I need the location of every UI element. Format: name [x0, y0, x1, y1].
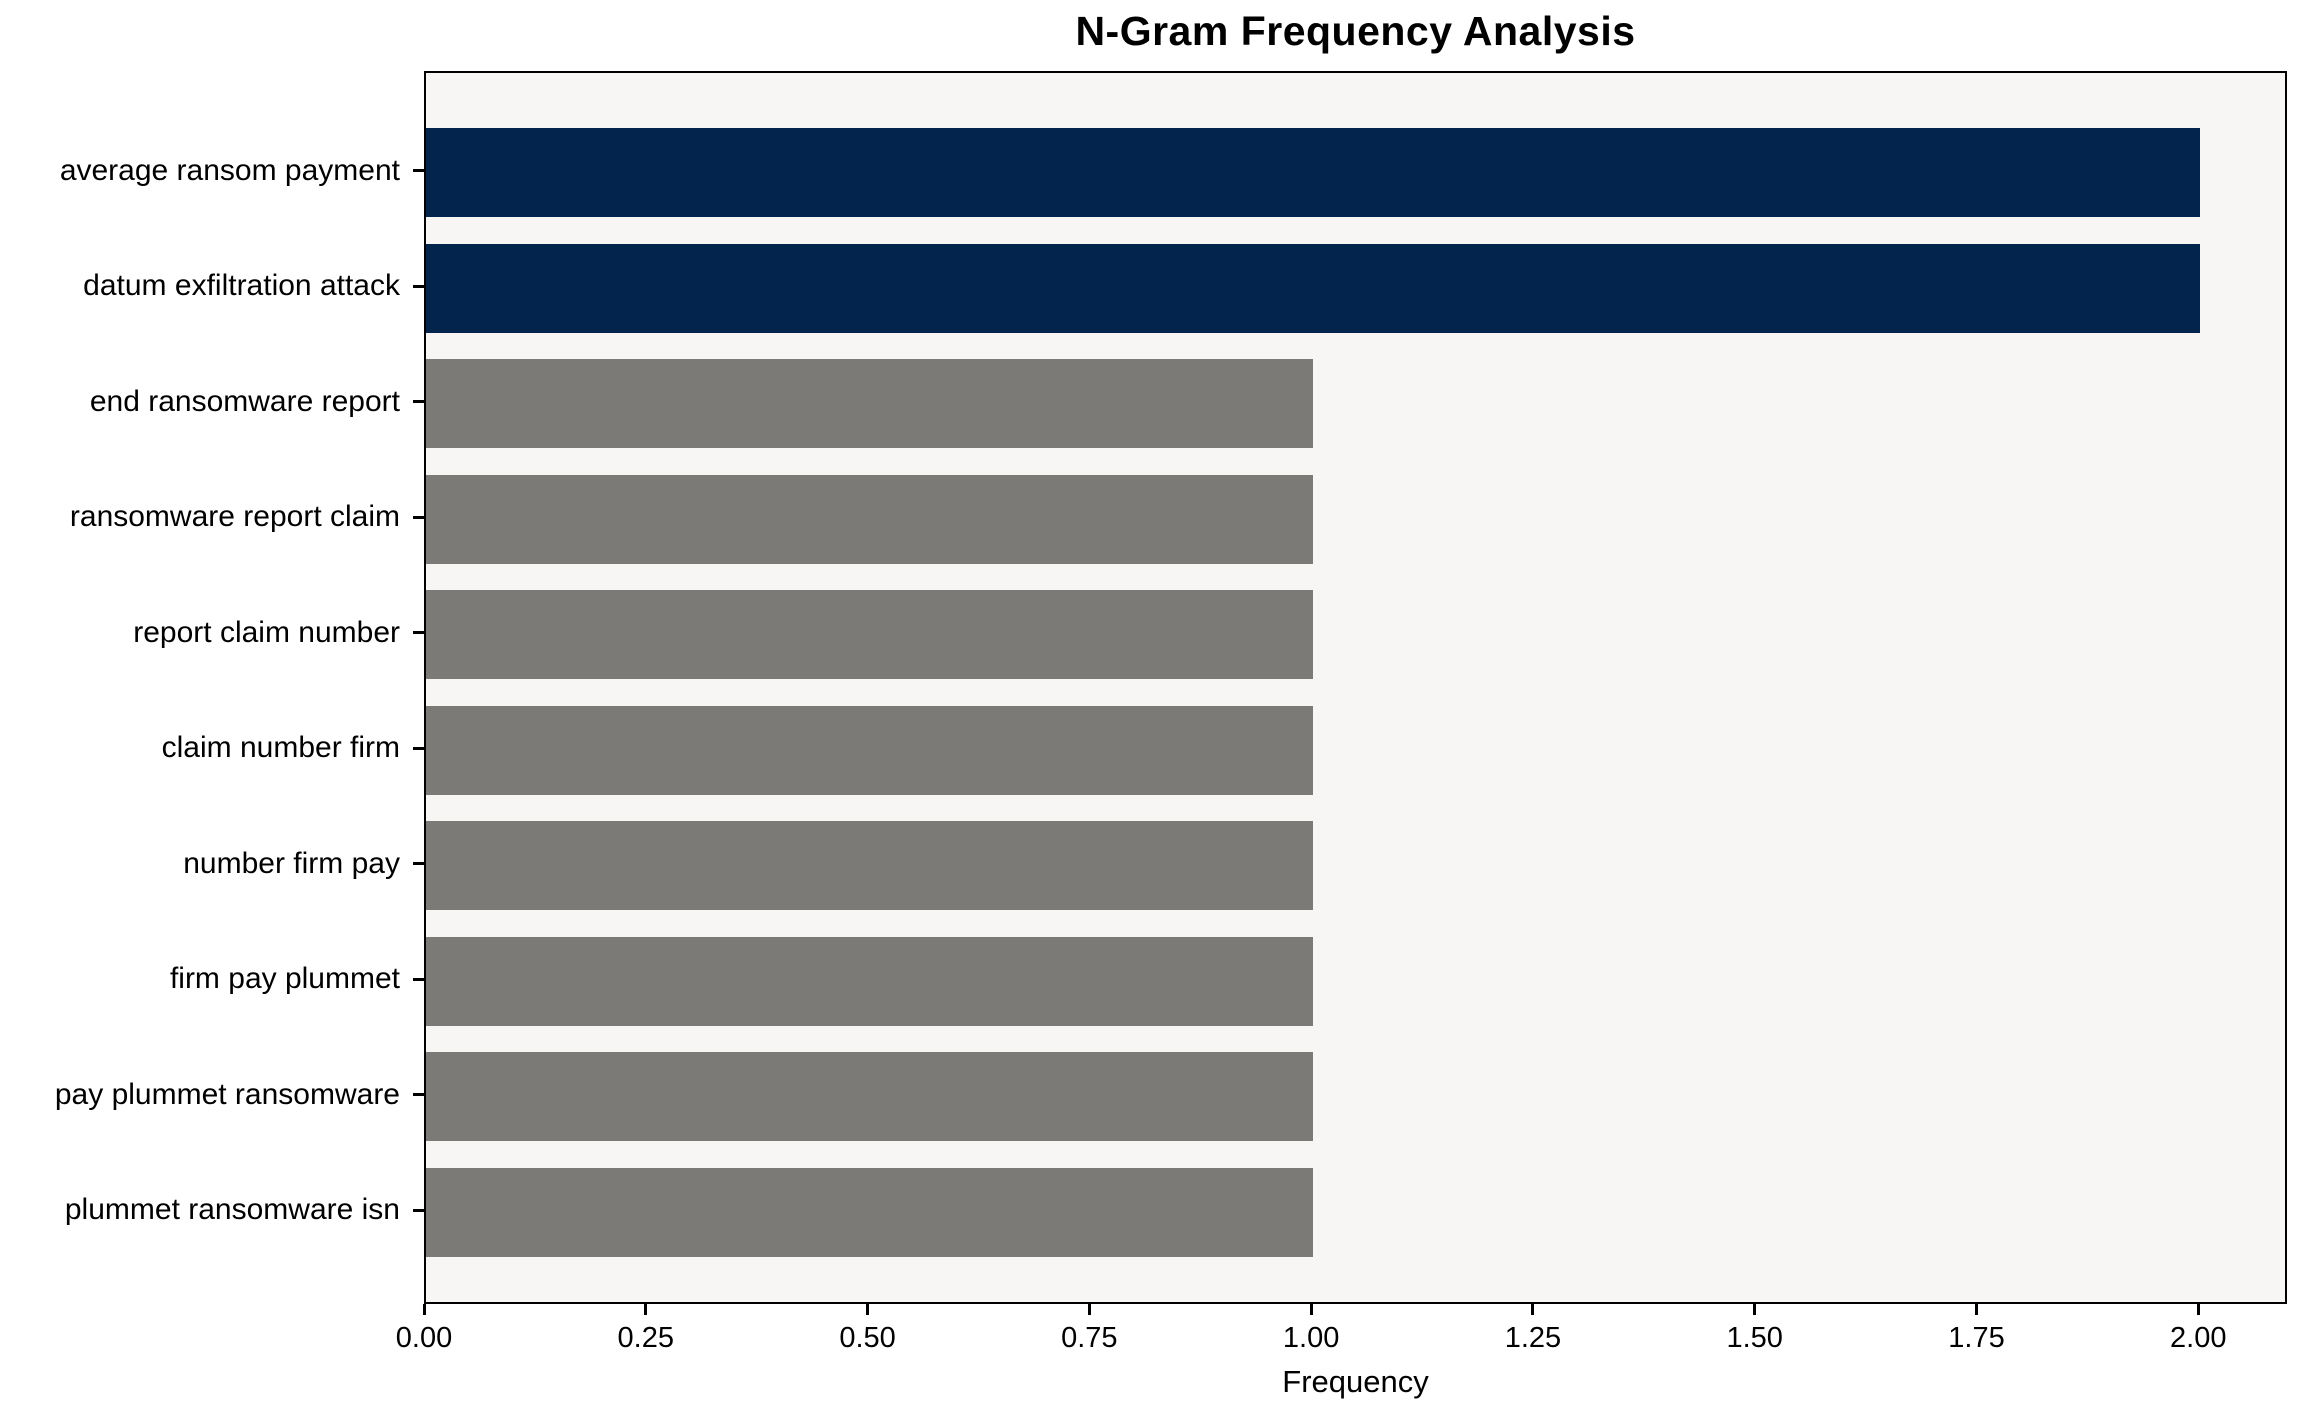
x-tick-mark-3: [1087, 1304, 1091, 1315]
chart-title: N-Gram Frequency Analysis: [1075, 8, 1636, 54]
y-tick-mark-3: [413, 515, 424, 519]
x-tick-label-3: 0.75: [1061, 1322, 1118, 1354]
y-tick-label-3: ransomware report claim: [69, 500, 400, 533]
bar-2: [426, 359, 1314, 448]
x-tick-mark-5: [1531, 1304, 1535, 1315]
y-tick-label-2: end ransomware report: [89, 384, 400, 418]
x-tick-label-2: 0.50: [839, 1322, 896, 1354]
y-tick-mark-4: [413, 631, 424, 634]
x-tick-label-1: 0.25: [617, 1322, 674, 1354]
x-tick-label-0: 0.00: [395, 1322, 453, 1354]
x-tick-label-6: 1.50: [1726, 1322, 1783, 1354]
bar-8: [426, 1052, 1314, 1141]
y-tick-label-9: plummet ransomware isn: [64, 1193, 400, 1226]
y-tick-label-6: number firm pay: [183, 846, 400, 880]
x-tick-label-8: 2.00: [2170, 1322, 2227, 1354]
y-tick-mark-7: [413, 977, 424, 981]
y-tick-label-8: pay plummet ransomware: [54, 1077, 400, 1111]
x-tick-mark-6: [1753, 1304, 1757, 1315]
y-tick-mark-0: [413, 169, 424, 172]
bar-1: [426, 243, 2201, 333]
y-tick-label-7: firm pay plummet: [169, 962, 400, 995]
bar-4: [426, 590, 1314, 679]
bar-3: [426, 474, 1314, 564]
y-tick-mark-9: [413, 1208, 424, 1212]
y-tick-label-5: claim number firm: [161, 731, 400, 764]
plot-area: [424, 71, 2287, 1304]
x-tick-mark-7: [1975, 1304, 1978, 1315]
y-tick-label-1: datum exfiltration attack: [83, 269, 400, 302]
y-tick-label-0: average ransom payment: [59, 153, 400, 187]
x-tick-mark-8: [2196, 1304, 2200, 1315]
bar-0: [426, 128, 2201, 217]
x-tick-label-5: 1.25: [1504, 1322, 1562, 1354]
y-tick-mark-6: [413, 862, 424, 865]
x-tick-mark-0: [422, 1304, 426, 1315]
x-tick-label-4: 1.00: [1282, 1322, 1340, 1354]
x-tick-mark-2: [866, 1304, 870, 1315]
bar-5: [426, 705, 1314, 795]
x-tick-mark-4: [1309, 1304, 1313, 1315]
y-tick-mark-8: [413, 1093, 424, 1096]
bar-9: [426, 1167, 1314, 1257]
y-tick-mark-5: [413, 746, 424, 750]
bar-6: [426, 821, 1314, 910]
y-tick-mark-2: [413, 400, 424, 403]
y-tick-mark-1: [413, 284, 424, 288]
bar-7: [426, 936, 1314, 1026]
x-tick-label-7: 1.75: [1948, 1322, 2005, 1354]
x-tick-mark-1: [644, 1304, 648, 1315]
x-axis-label: Frequency: [1282, 1364, 1429, 1399]
y-tick-label-4: report claim number: [133, 615, 400, 649]
